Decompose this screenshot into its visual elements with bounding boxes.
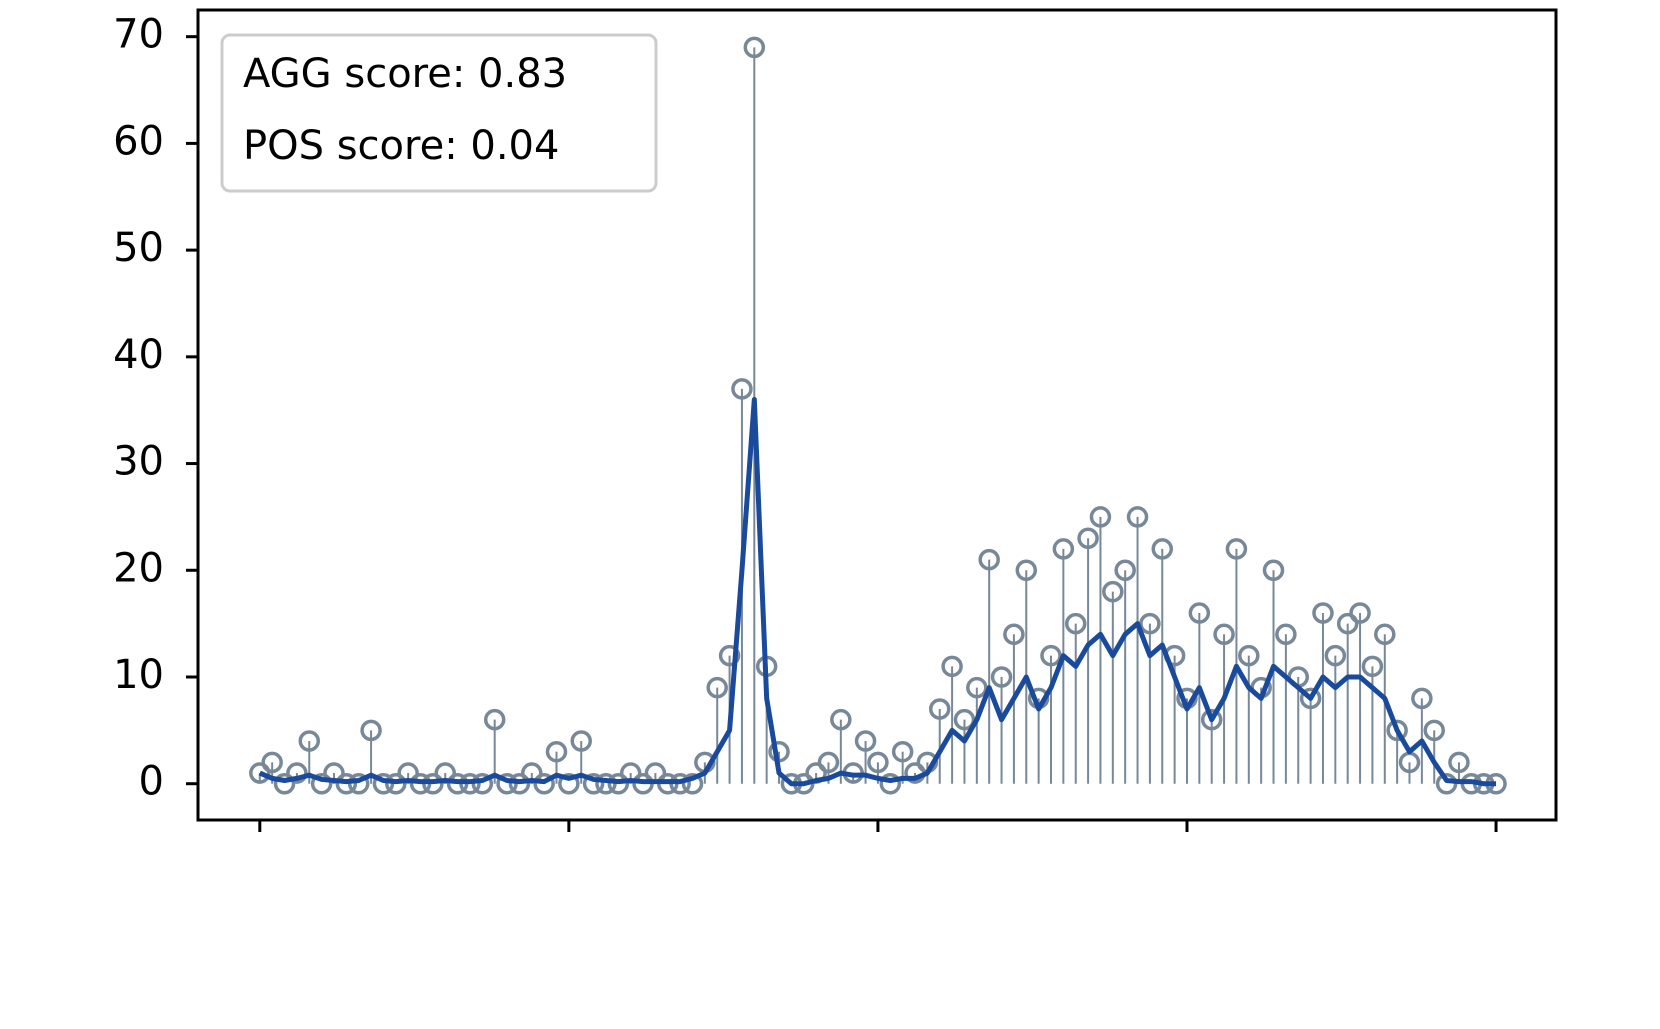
stem-marker (978, 548, 1000, 571)
y-tick-label: 30 (113, 439, 164, 485)
stem-marker (1003, 623, 1025, 646)
stem-marker (273, 772, 296, 795)
stem-marker (1423, 719, 1445, 742)
stem-marker (867, 751, 889, 774)
stem-marker (718, 644, 741, 667)
y-tick-label: 50 (113, 225, 164, 271)
stem-marker (1411, 687, 1433, 710)
stem-marker (1275, 623, 1297, 646)
stem-marker (1114, 559, 1136, 582)
y-tick-label: 20 (113, 545, 164, 591)
stem-marker (508, 772, 531, 795)
legend-text: AGG score: 0.83 (243, 51, 567, 97)
stem-marker (990, 666, 1013, 688)
stem-marker (545, 740, 568, 763)
stem-marker (1448, 751, 1470, 774)
stem-marker (1077, 527, 1099, 550)
stem-marker (1040, 644, 1062, 667)
stem-marker (1225, 538, 1248, 560)
stem-marker (1262, 559, 1285, 582)
stem-marker (298, 730, 321, 752)
stem-marker (953, 708, 976, 731)
y-tick-label: 60 (113, 118, 164, 164)
stem-marker (360, 719, 382, 742)
stem-marker (1336, 612, 1359, 635)
stem-marker (731, 378, 753, 400)
stem-marker (582, 772, 605, 795)
stem-marker (891, 740, 914, 763)
stem-marker (385, 772, 407, 795)
stem-marker (1386, 719, 1408, 742)
stem-marker (1374, 623, 1396, 646)
stem-marker (1349, 602, 1371, 624)
stem-marker (1299, 687, 1322, 710)
legend-box (220, 33, 658, 193)
stem-marker (1052, 538, 1075, 560)
stem-marker (854, 730, 877, 752)
stem-marker (1213, 623, 1235, 646)
legend-text: POS score: 0.04 (243, 123, 559, 169)
stem-marker (1361, 655, 1384, 678)
stem-marker (966, 676, 988, 699)
stem-marker (817, 751, 840, 774)
stem-marker (1015, 559, 1038, 582)
stem-marker (1126, 506, 1149, 528)
smoothed-line (258, 397, 1497, 787)
stem-marker (607, 772, 630, 795)
stem-marker (1089, 506, 1112, 528)
stem-marker (830, 708, 852, 731)
stem-marker (928, 698, 951, 720)
stem-marker (483, 708, 506, 731)
stem-marker (310, 772, 333, 795)
stem-marker (681, 772, 704, 795)
stem-marker (1312, 602, 1334, 624)
stem-marker (249, 762, 271, 784)
stem-marker (261, 751, 283, 774)
stem-marker (879, 772, 902, 795)
stem-marker (706, 676, 728, 699)
y-tick-label: 70 (113, 12, 164, 58)
stem-marker (1188, 602, 1211, 624)
stem-marker (1139, 612, 1161, 635)
stem-marker (335, 772, 358, 795)
y-tick-label: 40 (113, 332, 164, 378)
stem-marker (286, 762, 308, 784)
stem-marker (570, 730, 592, 752)
stem-marker (1238, 644, 1260, 667)
stem-marker (558, 772, 580, 795)
stem-marker (1324, 644, 1347, 667)
stem-marker (743, 36, 766, 59)
stem-marker (533, 772, 555, 795)
y-tick-label: 0 (139, 759, 164, 805)
stem-marker (1102, 580, 1124, 603)
stem-marker (1200, 708, 1223, 731)
stem-marker (1064, 612, 1087, 635)
stem-marker (941, 655, 963, 678)
stem-marker (1151, 538, 1174, 560)
y-tick-label: 10 (113, 652, 164, 698)
